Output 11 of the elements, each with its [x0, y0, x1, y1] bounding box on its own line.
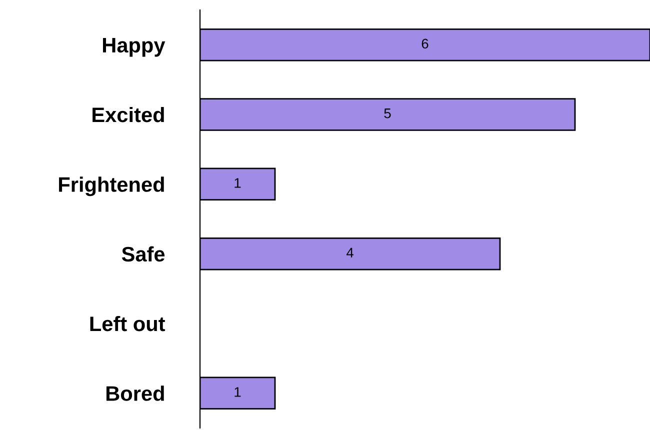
data-label: 6 [422, 38, 428, 49]
data-label: 4 [346, 248, 354, 258]
data-label: 1 [234, 387, 241, 397]
y-tick-label: Excited [92, 106, 164, 122]
data-label: 1 [234, 178, 241, 188]
y-tick-label: Frightened [59, 176, 164, 196]
y-tick-label: Safe [122, 246, 165, 262]
y-tick-label: Left out [90, 316, 166, 332]
y-tick-label: Bored [106, 386, 164, 401]
data-label: 5 [384, 108, 391, 118]
y-tick-label: Happy [103, 38, 166, 57]
